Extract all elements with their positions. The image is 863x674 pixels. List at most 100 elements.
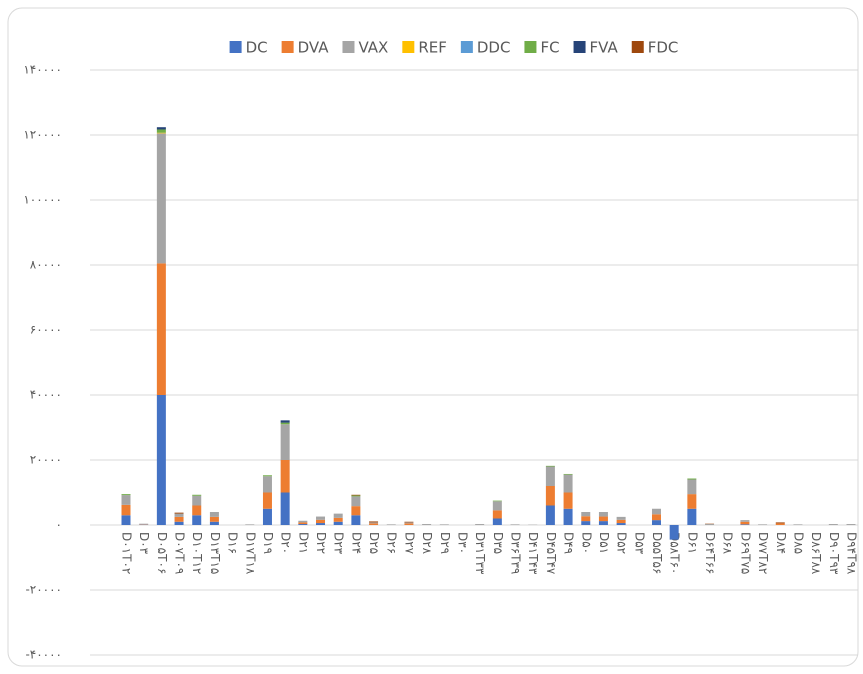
bar-segment [263,493,272,509]
bar-segment [175,514,184,517]
bar-segment [369,521,378,522]
x-tick-label: D۵۵T۵۶ [650,532,664,574]
bar-segment [263,475,272,476]
x-tick-label: D۴۹ [562,532,576,554]
bar-segment [157,133,166,134]
bar-segment [387,524,396,525]
x-tick-label: D۲۹ [438,532,452,554]
bar-segment [493,501,502,510]
bar-segment [404,523,413,525]
bar-segment [847,524,856,525]
bar-segment [670,525,679,540]
bar-segment [351,506,360,515]
x-tick-label: D۱۶ [226,532,240,554]
bar-segment [440,524,449,525]
x-tick-label: D۱۳T۱۵ [208,532,222,574]
x-tick-label: D۰۵T۰۶ [155,532,169,574]
x-tick-label: D۶۱ [685,532,699,554]
bar-segment [493,519,502,526]
bar-segment [281,424,290,460]
bar-segment [298,524,307,525]
x-tick-label: D۰۷T۰۹ [173,532,187,574]
bar-segment [829,524,838,525]
bar-segment [369,522,378,523]
bar-segment [776,523,785,525]
x-tick-label: D۱۹ [261,532,275,554]
bar-segment [210,517,219,522]
bar-segment [281,423,290,425]
legend-label: VAX [358,39,388,57]
bar-segment [210,522,219,525]
bar-segment [334,514,343,518]
legend-swatch [461,41,473,53]
bar-segment [316,523,325,525]
chart-frame [8,8,858,666]
bar-segment [652,509,661,515]
y-tick-label: ۱۴۰۰۰۰ [23,63,62,77]
bar-segment [740,522,749,525]
bar-segment [564,509,573,525]
bar-segment [298,521,307,523]
bar-segment [122,515,131,525]
bar-segment [687,480,696,495]
x-tick-label: D۹۴T۹۸ [845,532,859,575]
bar-segment [793,524,802,525]
x-tick-label: D۲۳ [332,532,346,555]
legend-label: FC [540,39,559,57]
bar-segment [652,520,661,525]
legend-label: DDC [477,39,511,57]
bar-segment [175,517,184,522]
bar-segment [122,494,131,495]
bar-segment [599,512,608,517]
x-tick-label: D۰۱T۰۲ [120,532,134,574]
bar-segment [581,512,590,516]
bar-segment [564,474,573,475]
x-tick-label: D۲۴ [349,532,363,554]
y-tick-label: ۲۰۰۰۰ [30,453,62,467]
bar-segment [139,524,148,525]
bar-segment [652,514,661,520]
x-tick-label: D۳۶T۳۹ [509,532,523,574]
legend-label: DC [246,39,268,57]
bar-segment [776,522,785,523]
x-tick-label: D۲۰ [279,532,293,554]
chart: DCDVAVAXREFDDCFCFVAFDC -۴۰۰۰۰-۲۰۰۰۰۰۲۰۰۰… [0,0,863,670]
y-tick-label: ۰ [56,518,62,532]
y-tick-label: -۴۰۰۰۰ [25,648,62,662]
x-tick-label: D۶۸ [721,532,735,555]
x-tick-label: D۵۲ [615,532,629,554]
bar-segment [511,524,520,525]
x-tick-label: D۵۰ [579,532,593,554]
x-tick-label: D۲۵ [367,532,381,554]
bar-segment [122,505,131,515]
legend-swatch [632,41,644,53]
bar-segment [546,486,555,506]
legend-label: DVA [298,39,330,57]
x-tick-label: D۴۵T۴۷ [544,532,558,575]
legend-swatch [574,41,586,53]
legend-swatch [402,41,414,53]
bar-segment [351,515,360,525]
x-tick-label: D۵۱ [597,532,611,554]
bar-segment [740,520,749,522]
bar-segment [157,133,166,263]
x-tick-label: D۶۹T۷۵ [738,532,752,574]
x-tick-label: D۲۷ [402,532,416,555]
page: {"chart_data": {"type": "bar", "stacked"… [0,0,863,674]
x-tick-label: D۳۰ [455,532,469,554]
bar-segment [617,523,626,525]
bar-segment [546,506,555,526]
legend-label: FVA [590,39,619,57]
bar-segment [192,496,201,506]
x-tick-label: D۸۴ [774,532,788,554]
y-tick-label: -۲۰۰۰۰ [25,583,62,597]
bar-segment [546,467,555,487]
bar-segment [687,509,696,525]
bar-segment [192,495,201,496]
bar-segment [122,495,131,505]
bar-segment [581,516,590,521]
bar-segment [369,523,378,525]
y-tick-label: ۱۲۰۰۰۰ [23,128,62,142]
bar-segment [263,476,272,492]
bar-segment [422,524,431,525]
